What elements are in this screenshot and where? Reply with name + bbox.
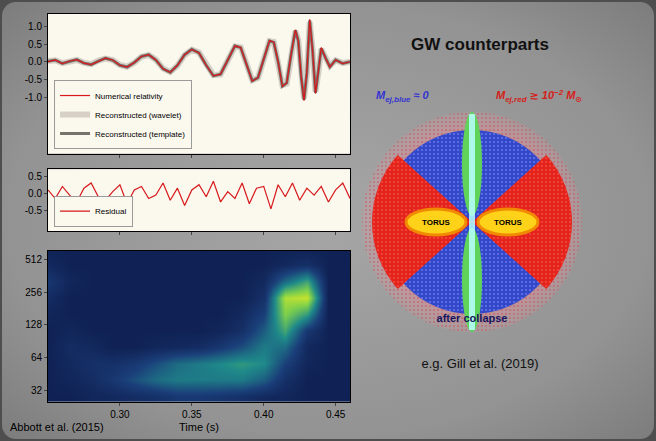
svg-text:Time (s): Time (s) — [179, 421, 219, 433]
svg-text:0.0: 0.0 — [28, 188, 42, 199]
svg-text:after collapse: after collapse — [437, 312, 508, 324]
svg-text:-1.0: -1.0 — [25, 92, 43, 103]
svg-text:Mej,blue≈ 0: Mej,blue≈ 0 — [376, 89, 430, 104]
svg-text:0.5: 0.5 — [28, 39, 42, 50]
svg-text:64: 64 — [31, 352, 43, 363]
svg-text:Reconstructed (template): Reconstructed (template) — [95, 130, 185, 139]
svg-text:512: 512 — [25, 254, 42, 265]
svg-text:TORUS: TORUS — [494, 218, 523, 227]
svg-text:-0.5: -0.5 — [25, 74, 43, 85]
svg-text:0.5: 0.5 — [28, 171, 42, 182]
svg-text:0.30: 0.30 — [110, 409, 130, 420]
svg-text:256: 256 — [25, 287, 42, 298]
svg-text:Numerical relativity: Numerical relativity — [95, 92, 163, 101]
html-text:Abbott et al. (2015): Abbott et al. (2015) — [10, 421, 104, 433]
svg-text:Reconstructed (wavelet): Reconstructed (wavelet) — [95, 111, 182, 120]
svg-text:128: 128 — [25, 319, 42, 330]
svg-text:0.35: 0.35 — [182, 409, 202, 420]
svg-text:0.40: 0.40 — [254, 409, 274, 420]
svg-text:0.0: 0.0 — [28, 56, 42, 67]
svg-text:Mej,red≳ 10−2M⊙: Mej,red≳ 10−2M⊙ — [496, 88, 582, 104]
svg-text:-0.5: -0.5 — [25, 205, 43, 216]
svg-text:TORUS: TORUS — [422, 218, 451, 227]
svg-text:0.45: 0.45 — [326, 409, 346, 420]
svg-text:1.0: 1.0 — [28, 21, 42, 32]
svg-text:e.g. Gill et al. (2019): e.g. Gill et al. (2019) — [421, 356, 538, 371]
svg-text:Residual: Residual — [95, 207, 126, 216]
svg-text:32: 32 — [31, 385, 43, 396]
svg-text:GW counterparts: GW counterparts — [411, 35, 549, 54]
